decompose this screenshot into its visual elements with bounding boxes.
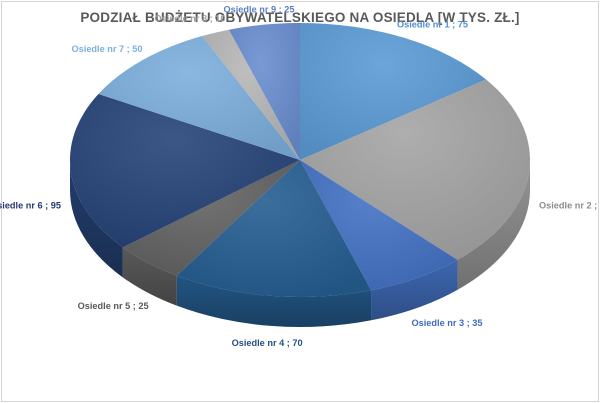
pie-slice-8 bbox=[202, 29, 300, 160]
pie-sides bbox=[70, 160, 530, 327]
data-label-6: Osiedle nr 6 ; 95 bbox=[0, 200, 61, 210]
pie-slice-5 bbox=[122, 160, 300, 276]
data-label-2: Osiedle nr 2 ; 115 bbox=[539, 200, 600, 210]
pie-slice-7 bbox=[98, 36, 300, 160]
pie-slice-3 bbox=[300, 160, 458, 291]
pie-slice-1 bbox=[300, 23, 487, 160]
pie-side-4 bbox=[176, 275, 372, 327]
data-label-7: Osiedle nr 7 ; 50 bbox=[72, 44, 143, 54]
data-label-1: Osiedle nr 1 ; 75 bbox=[397, 19, 468, 29]
data-label-9: Osiedle nr 9 ; 25 bbox=[224, 4, 295, 14]
data-label-3: Osiedle nr 3 ; 35 bbox=[412, 318, 483, 328]
data-label-5: Osiedle nr 5 ; 25 bbox=[78, 301, 149, 311]
data-label-8: Osiedle nr 8 ; 10 bbox=[155, 13, 226, 23]
pie-side-3 bbox=[371, 259, 458, 321]
pie-slice-2 bbox=[300, 79, 530, 260]
pie-slice-4 bbox=[176, 160, 372, 297]
pie-side-2 bbox=[457, 160, 530, 290]
pie-side-6 bbox=[70, 160, 123, 278]
pie-tops bbox=[70, 23, 530, 297]
chart-title: PODZIAŁ BUDŻETU OBYWATELSKIEGO NA OSIEDL… bbox=[80, 10, 520, 25]
pie-side-5 bbox=[122, 247, 177, 306]
pie-slice-9 bbox=[228, 23, 300, 160]
pie-labels: Osiedle nr 1 ; 75 Osiedle nr 2 ; 115 Osied… bbox=[0, 4, 600, 348]
pie-slice-6 bbox=[70, 93, 301, 248]
data-label-4: Osiedle nr 4 ; 70 bbox=[232, 338, 303, 348]
